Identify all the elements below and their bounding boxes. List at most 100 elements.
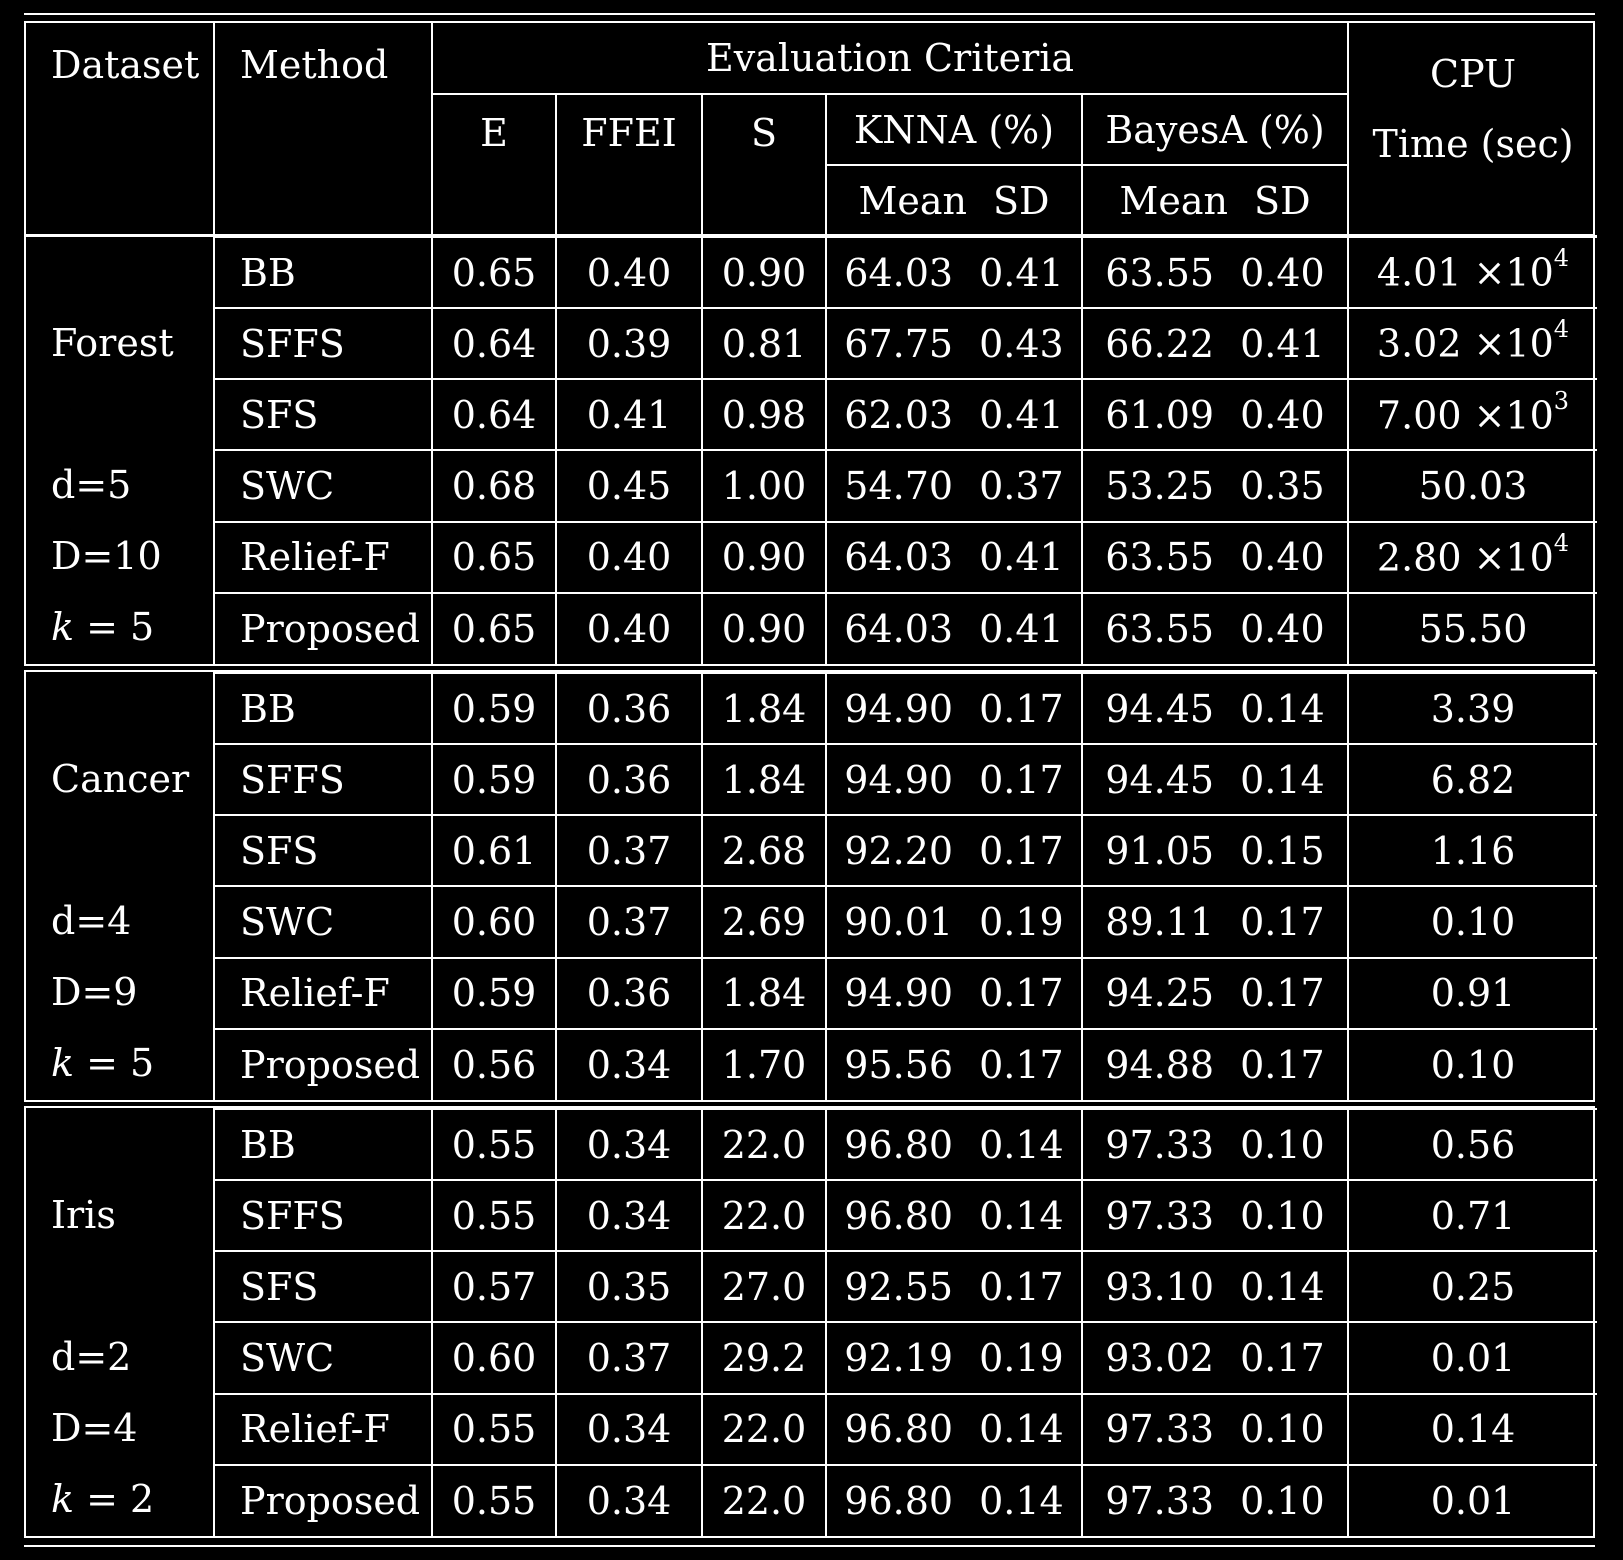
cpu-time-cell: 55.50 <box>1347 591 1597 664</box>
knna-cell-sd: 0.17 <box>979 828 1064 873</box>
s-cell: 22.0 <box>701 1463 827 1536</box>
ffei-cell: 0.40 <box>555 591 703 664</box>
cpu-time-cell: 1.16 <box>1347 814 1597 888</box>
knna-cell-sd: 0.17 <box>979 686 1064 731</box>
method-cell: SFFS <box>214 1179 433 1253</box>
bayesa-cell-sd: 0.17 <box>1240 1042 1325 1087</box>
bayesa-cell-mean: 94.45 <box>1105 686 1215 731</box>
cpu-time-value: 0.01 <box>1430 1478 1516 1523</box>
cpu-time-value: 0.71 <box>1430 1193 1516 1238</box>
knna-cell-sd: 0.19 <box>979 900 1064 945</box>
knna-cell-mean: 94.90 <box>844 757 954 802</box>
cpu-time-value: 0.10 <box>1430 1042 1516 1087</box>
s-cell: 1.84 <box>701 956 827 1030</box>
cpu-time-value: 3.02 ×10 <box>1376 322 1554 367</box>
knna-cell: 94.90 0.17 <box>825 956 1083 1030</box>
header-knna-mean: Mean <box>858 179 968 223</box>
bottom-rule <box>24 1545 1595 1547</box>
method-cell: Relief-F <box>214 520 433 594</box>
e-cell: 0.65 <box>431 235 557 310</box>
cpu-time-value: 50.03 <box>1418 464 1528 509</box>
k-variable: k <box>51 1477 75 1521</box>
bayesa-cell: 63.55 0.40 <box>1081 235 1349 310</box>
ffei-cell: 0.37 <box>555 885 703 959</box>
cpu-time-exponent: 3 <box>1553 386 1570 415</box>
cpu-time-value: 0.56 <box>1430 1122 1516 1167</box>
bayesa-cell-sd: 0.14 <box>1240 757 1325 802</box>
knna-cell-mean: 96.80 <box>844 1407 954 1452</box>
table-row: Relief-F 0.59 0.36 1.84 94.90 0.17 94.25 0.17 0.… <box>26 956 1597 1030</box>
cpu-time-cell: 7.00 ×103 <box>1347 378 1597 452</box>
e-cell: 0.55 <box>431 1392 557 1466</box>
ffei-cell: 0.36 <box>555 743 703 817</box>
ffei-cell: 0.45 <box>555 449 703 523</box>
ffei-cell: 0.34 <box>555 1392 703 1466</box>
header-cpu-time: CPU Time (sec) <box>1347 23 1598 237</box>
dataset-block-forest: Forest d=5 D=10 k = 5 BB 0.65 0.40 0.90 64.03 0.… <box>24 234 1597 666</box>
bayesa-cell: 97.33 0.10 <box>1081 1179 1349 1253</box>
bayesa-cell-sd: 0.40 <box>1240 250 1325 295</box>
ffei-cell: 0.34 <box>555 1027 703 1100</box>
ffei-cell: 0.37 <box>555 814 703 888</box>
s-cell: 0.90 <box>701 591 827 664</box>
e-cell: 0.56 <box>431 1027 557 1100</box>
knna-cell: 92.55 0.17 <box>825 1250 1083 1324</box>
bayesa-cell-mean: 94.45 <box>1105 757 1215 802</box>
e-cell: 0.55 <box>431 1179 557 1253</box>
bayesa-cell-mean: 53.25 <box>1105 464 1215 509</box>
ffei-cell: 0.36 <box>555 956 703 1030</box>
dataset-spacer <box>51 1109 212 1180</box>
e-cell: 0.65 <box>431 520 557 594</box>
s-cell: 0.98 <box>701 378 827 452</box>
dataset-spacer <box>51 673 212 744</box>
dataset-k: k = 5 <box>51 1028 212 1099</box>
table-row: Forest d=5 D=10 k = 5 BB 0.65 0.40 0.90 64.03 0.… <box>26 235 1597 664</box>
e-cell: 0.59 <box>431 671 557 746</box>
table-row: SFFS 0.55 0.34 22.0 96.80 0.14 97.33 0.10 0.71 <box>26 1179 1597 1253</box>
knna-cell-sd: 0.43 <box>979 321 1064 366</box>
bayesa-cell: 97.33 0.10 <box>1081 1463 1349 1536</box>
ffei-cell: 0.34 <box>555 1463 703 1536</box>
s-cell: 29.2 <box>701 1321 827 1395</box>
knna-cell: 62.03 0.41 <box>825 378 1083 452</box>
bayesa-cell: 89.11 0.17 <box>1081 885 1349 959</box>
knna-cell-sd: 0.14 <box>979 1122 1064 1167</box>
method-cell: SWC <box>214 885 433 959</box>
method-cell: SFS <box>214 1250 433 1324</box>
ffei-cell: 0.37 <box>555 1321 703 1395</box>
dataset-info: Iris d=2 D=4 k = 2 <box>26 1109 215 1536</box>
method-cell: Proposed <box>214 1463 433 1536</box>
knna-cell-sd: 0.41 <box>979 250 1064 295</box>
knna-cell: 96.80 0.14 <box>825 1392 1083 1466</box>
k-value: = 2 <box>74 1477 155 1521</box>
knna-cell-sd: 0.17 <box>979 971 1064 1016</box>
bayesa-cell-mean: 94.88 <box>1105 1042 1215 1087</box>
s-cell: 1.84 <box>701 743 827 817</box>
bayesa-cell-sd: 0.14 <box>1240 686 1325 731</box>
bayesa-cell-sd: 0.14 <box>1240 1264 1325 1309</box>
knna-cell-mean: 90.01 <box>844 900 954 945</box>
bayesa-cell: 61.09 0.40 <box>1081 378 1349 452</box>
knna-cell-mean: 64.03 <box>844 606 954 651</box>
method-cell: SFFS <box>214 743 433 817</box>
k-variable: k <box>51 1041 75 1085</box>
knna-cell: 67.75 0.43 <box>825 307 1083 381</box>
bayesa-cell-mean: 93.10 <box>1105 1264 1215 1309</box>
e-cell: 0.64 <box>431 307 557 381</box>
knna-cell-mean: 54.70 <box>844 464 954 509</box>
bayesa-cell: 97.33 0.10 <box>1081 1392 1349 1466</box>
bayesa-cell-mean: 66.22 <box>1105 321 1215 366</box>
bayesa-cell-mean: 91.05 <box>1105 828 1215 873</box>
ffei-cell: 0.41 <box>555 378 703 452</box>
cpu-time-cell: 50.03 <box>1347 449 1597 523</box>
knna-cell-sd: 0.37 <box>979 464 1064 509</box>
bayesa-cell-mean: 97.33 <box>1105 1407 1215 1452</box>
k-variable: k <box>51 605 75 649</box>
table-row: SFS 0.64 0.41 0.98 62.03 0.41 61.09 0.40 7.00 ×1… <box>26 378 1597 452</box>
knna-cell-sd: 0.14 <box>979 1193 1064 1238</box>
s-cell: 2.68 <box>701 814 827 888</box>
header-s: S <box>701 93 827 237</box>
bayesa-cell-mean: 97.33 <box>1105 1122 1215 1167</box>
knna-cell-sd: 0.14 <box>979 1407 1064 1452</box>
table-row: Proposed 0.55 0.34 22.0 96.80 0.14 97.33 0.10 0.… <box>26 1463 1597 1536</box>
